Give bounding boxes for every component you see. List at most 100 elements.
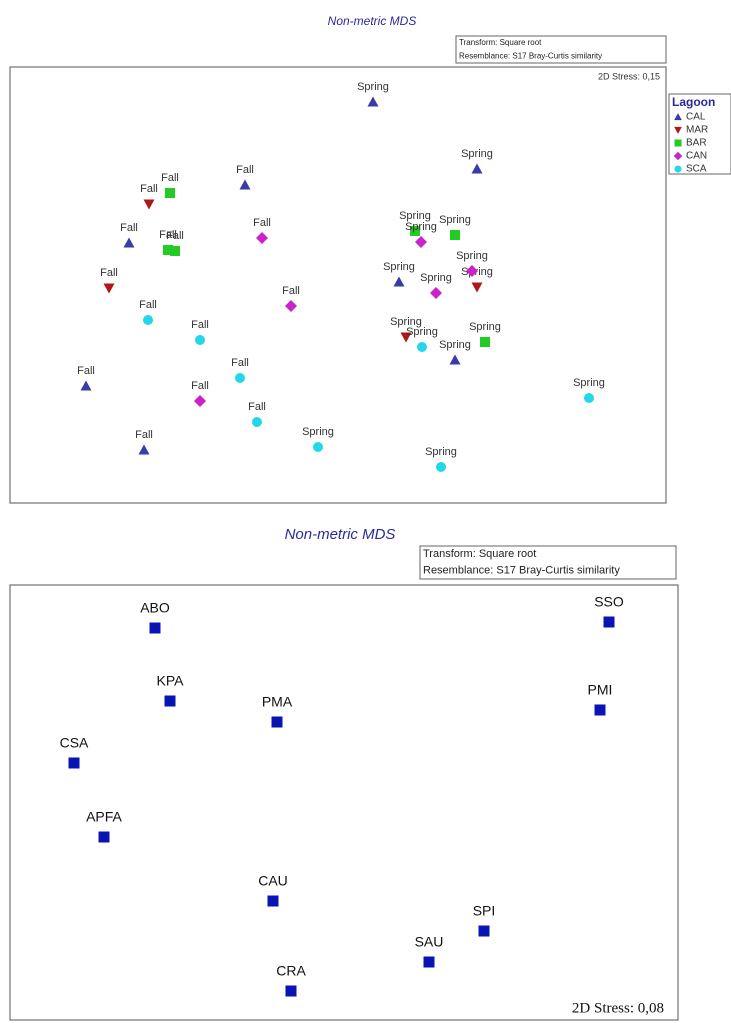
marker: [430, 287, 442, 299]
point-label: Spring: [399, 210, 431, 222]
marker: [239, 179, 251, 190]
point-label: Spring: [357, 81, 389, 93]
point-label: Fall: [139, 299, 157, 311]
marker: [674, 165, 682, 173]
marker: [584, 393, 594, 403]
point-label: Spring: [406, 326, 438, 338]
point-label: Fall: [161, 172, 179, 184]
marker: [267, 895, 279, 907]
annotation-text: Resemblance: S17 Bray-Curtis similarity: [423, 565, 620, 577]
legend-label: BAR: [686, 138, 707, 149]
point-label: Fall: [191, 380, 209, 392]
marker: [285, 300, 297, 312]
marker: [367, 96, 379, 107]
legend-label: CAL: [686, 112, 706, 123]
marker: [674, 139, 682, 147]
point-label: Spring: [439, 339, 471, 351]
legend-title: Lagoon: [672, 95, 715, 109]
marker: [417, 342, 427, 352]
marker: [471, 282, 483, 293]
marker: [450, 230, 460, 240]
point-label: ABO: [140, 600, 170, 616]
point-label: Fall: [231, 357, 249, 369]
marker: [313, 442, 323, 452]
marker: [674, 126, 682, 134]
marker: [235, 373, 245, 383]
marker: [410, 226, 420, 236]
marker: [68, 757, 80, 769]
marker: [478, 925, 490, 937]
point-label: Fall: [135, 429, 153, 441]
point-label: CAU: [258, 873, 288, 889]
stress-label: 2D Stress: 0,08: [572, 1000, 664, 1016]
marker: [98, 831, 110, 843]
marker: [143, 315, 153, 325]
point-label: Spring: [573, 377, 605, 389]
marker: [436, 462, 446, 472]
point-label: PMA: [262, 694, 293, 710]
marker: [271, 716, 283, 728]
point-label: Fall: [253, 217, 271, 229]
marker: [673, 151, 683, 161]
marker: [603, 616, 615, 628]
point-label: Fall: [166, 230, 184, 242]
chart-title: Non-metric MDS: [285, 526, 396, 543]
marker: [80, 380, 92, 391]
point-label: Fall: [77, 365, 95, 377]
point-label: Spring: [456, 250, 488, 262]
marker: [123, 237, 135, 248]
point-label: Spring: [390, 316, 422, 328]
annotation-text: Transform: Square root: [423, 548, 536, 560]
marker: [400, 332, 412, 343]
point-label: Fall: [159, 229, 177, 241]
marker: [165, 188, 175, 198]
point-label: KPA: [157, 673, 185, 689]
point-label: Fall: [282, 285, 300, 297]
marker: [252, 417, 262, 427]
marker: [103, 283, 115, 294]
plot-frame: [9, 584, 679, 1021]
legend-label: SCA: [686, 164, 707, 175]
marker: [164, 695, 176, 707]
marker: [466, 265, 478, 277]
annotation-text: Transform: Square root: [459, 38, 542, 47]
point-label: SSO: [594, 594, 624, 610]
marker: [149, 622, 161, 634]
point-label: CRA: [276, 963, 306, 979]
marker: [256, 232, 268, 244]
point-label: Fall: [248, 401, 266, 413]
legend-label: MAR: [686, 125, 708, 136]
stress-label: 2D Stress: 0,15: [598, 71, 660, 81]
legend-label: CAN: [686, 151, 707, 162]
marker: [674, 113, 682, 121]
marker: [138, 444, 150, 455]
point-label: Fall: [236, 164, 254, 176]
point-label: Spring: [383, 261, 415, 273]
point-label: Fall: [140, 183, 158, 195]
marker: [415, 236, 427, 248]
chart-title: Non-metric MDS: [328, 14, 417, 28]
marker: [143, 199, 155, 210]
point-label: Spring: [425, 446, 457, 458]
point-label: Fall: [120, 222, 138, 234]
point-label: Spring: [420, 272, 452, 284]
marker: [170, 246, 180, 256]
legend-box: [668, 93, 731, 175]
marker: [163, 245, 173, 255]
marker: [393, 276, 405, 287]
annotation-box: [419, 545, 677, 580]
point-label: SAU: [415, 934, 444, 950]
marker: [480, 337, 490, 347]
point-label: Spring: [461, 148, 493, 160]
point-label: SPI: [473, 903, 496, 919]
point-label: Spring: [302, 426, 334, 438]
point-label: PMI: [588, 682, 613, 698]
marker: [594, 704, 606, 716]
annotation-box: [455, 35, 667, 64]
point-label: APFA: [86, 809, 122, 825]
point-label: Fall: [100, 267, 118, 279]
point-label: Fall: [191, 319, 209, 331]
point-label: Spring: [439, 214, 471, 226]
